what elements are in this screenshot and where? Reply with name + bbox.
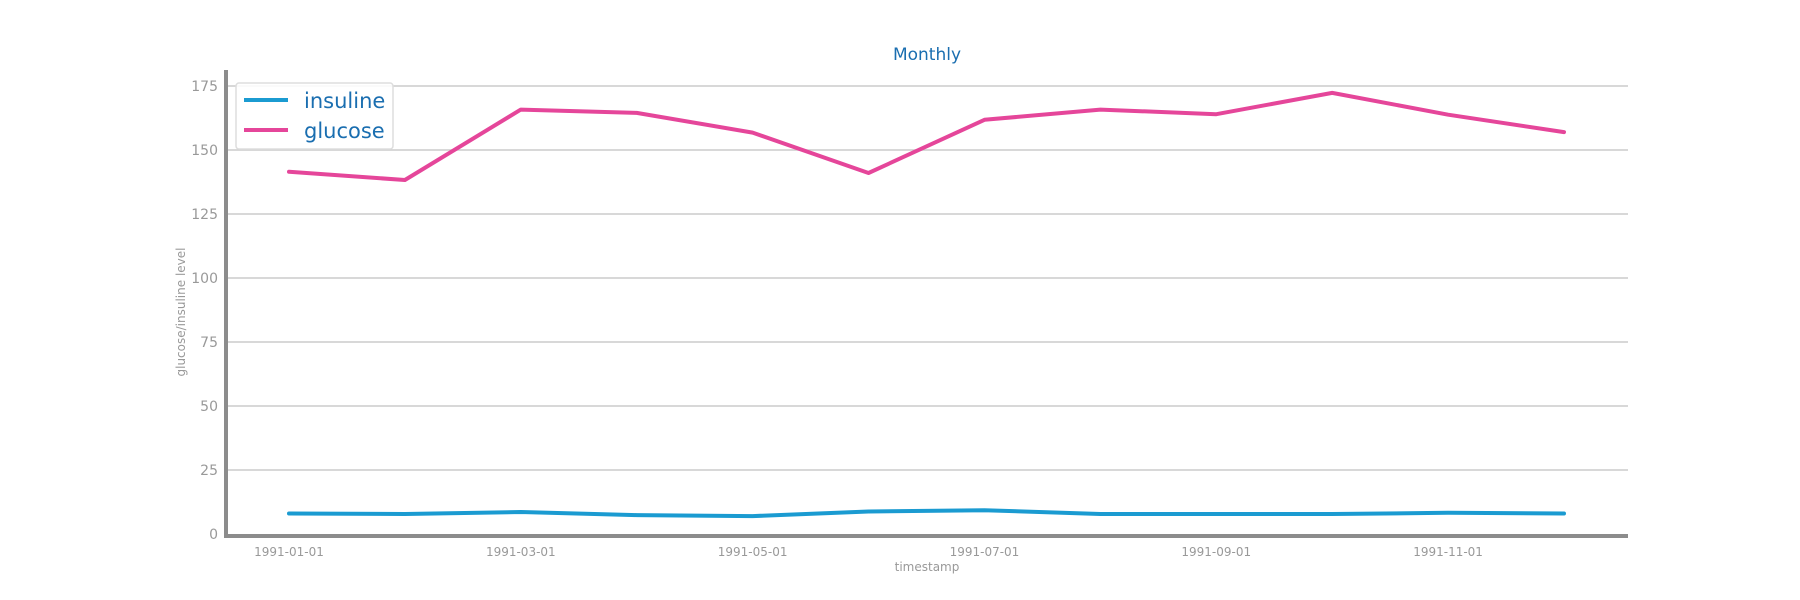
y-tick-label: 150: [191, 143, 218, 159]
y-tick-label: 0: [209, 527, 218, 543]
series-line-insuline: [287, 508, 1566, 519]
x-tick-label: 1991-05-01: [718, 545, 788, 559]
x-tick-label: 1991-09-01: [1181, 545, 1251, 559]
y-tick-label: 50: [200, 399, 218, 415]
y-tick-label: 125: [191, 207, 218, 223]
x-axis-label: timestamp: [895, 560, 960, 574]
y-tick-label: 100: [191, 271, 218, 287]
y-tick-label: 175: [191, 79, 218, 95]
y-tick-label: 75: [200, 335, 218, 351]
x-tick-label: 1991-11-01: [1413, 545, 1483, 559]
chart-title: Monthly: [893, 45, 961, 65]
x-tick-label: 1991-01-01: [254, 545, 324, 559]
x-tick-labels: 1991-01-01 1991-03-01 1991-05-01 1991-07-01…: [254, 545, 1483, 559]
legend-label-glucose: glucose: [304, 119, 385, 143]
series-line-glucose: [287, 90, 1566, 182]
legend-label-insuline: insuline: [304, 89, 385, 113]
series-lines: [287, 90, 1566, 519]
x-tick-label: 1991-03-01: [486, 545, 556, 559]
x-tick-label: 1991-07-01: [950, 545, 1020, 559]
axes: [224, 70, 1628, 538]
y-tick-labels: 0 25 50 75 100 125 150 175: [191, 79, 218, 543]
y-tick-label: 25: [200, 463, 218, 479]
grid-lines: [226, 85, 1628, 471]
legend: insuline glucose: [235, 82, 394, 150]
y-axis-label: glucose/insuline level: [174, 248, 188, 377]
